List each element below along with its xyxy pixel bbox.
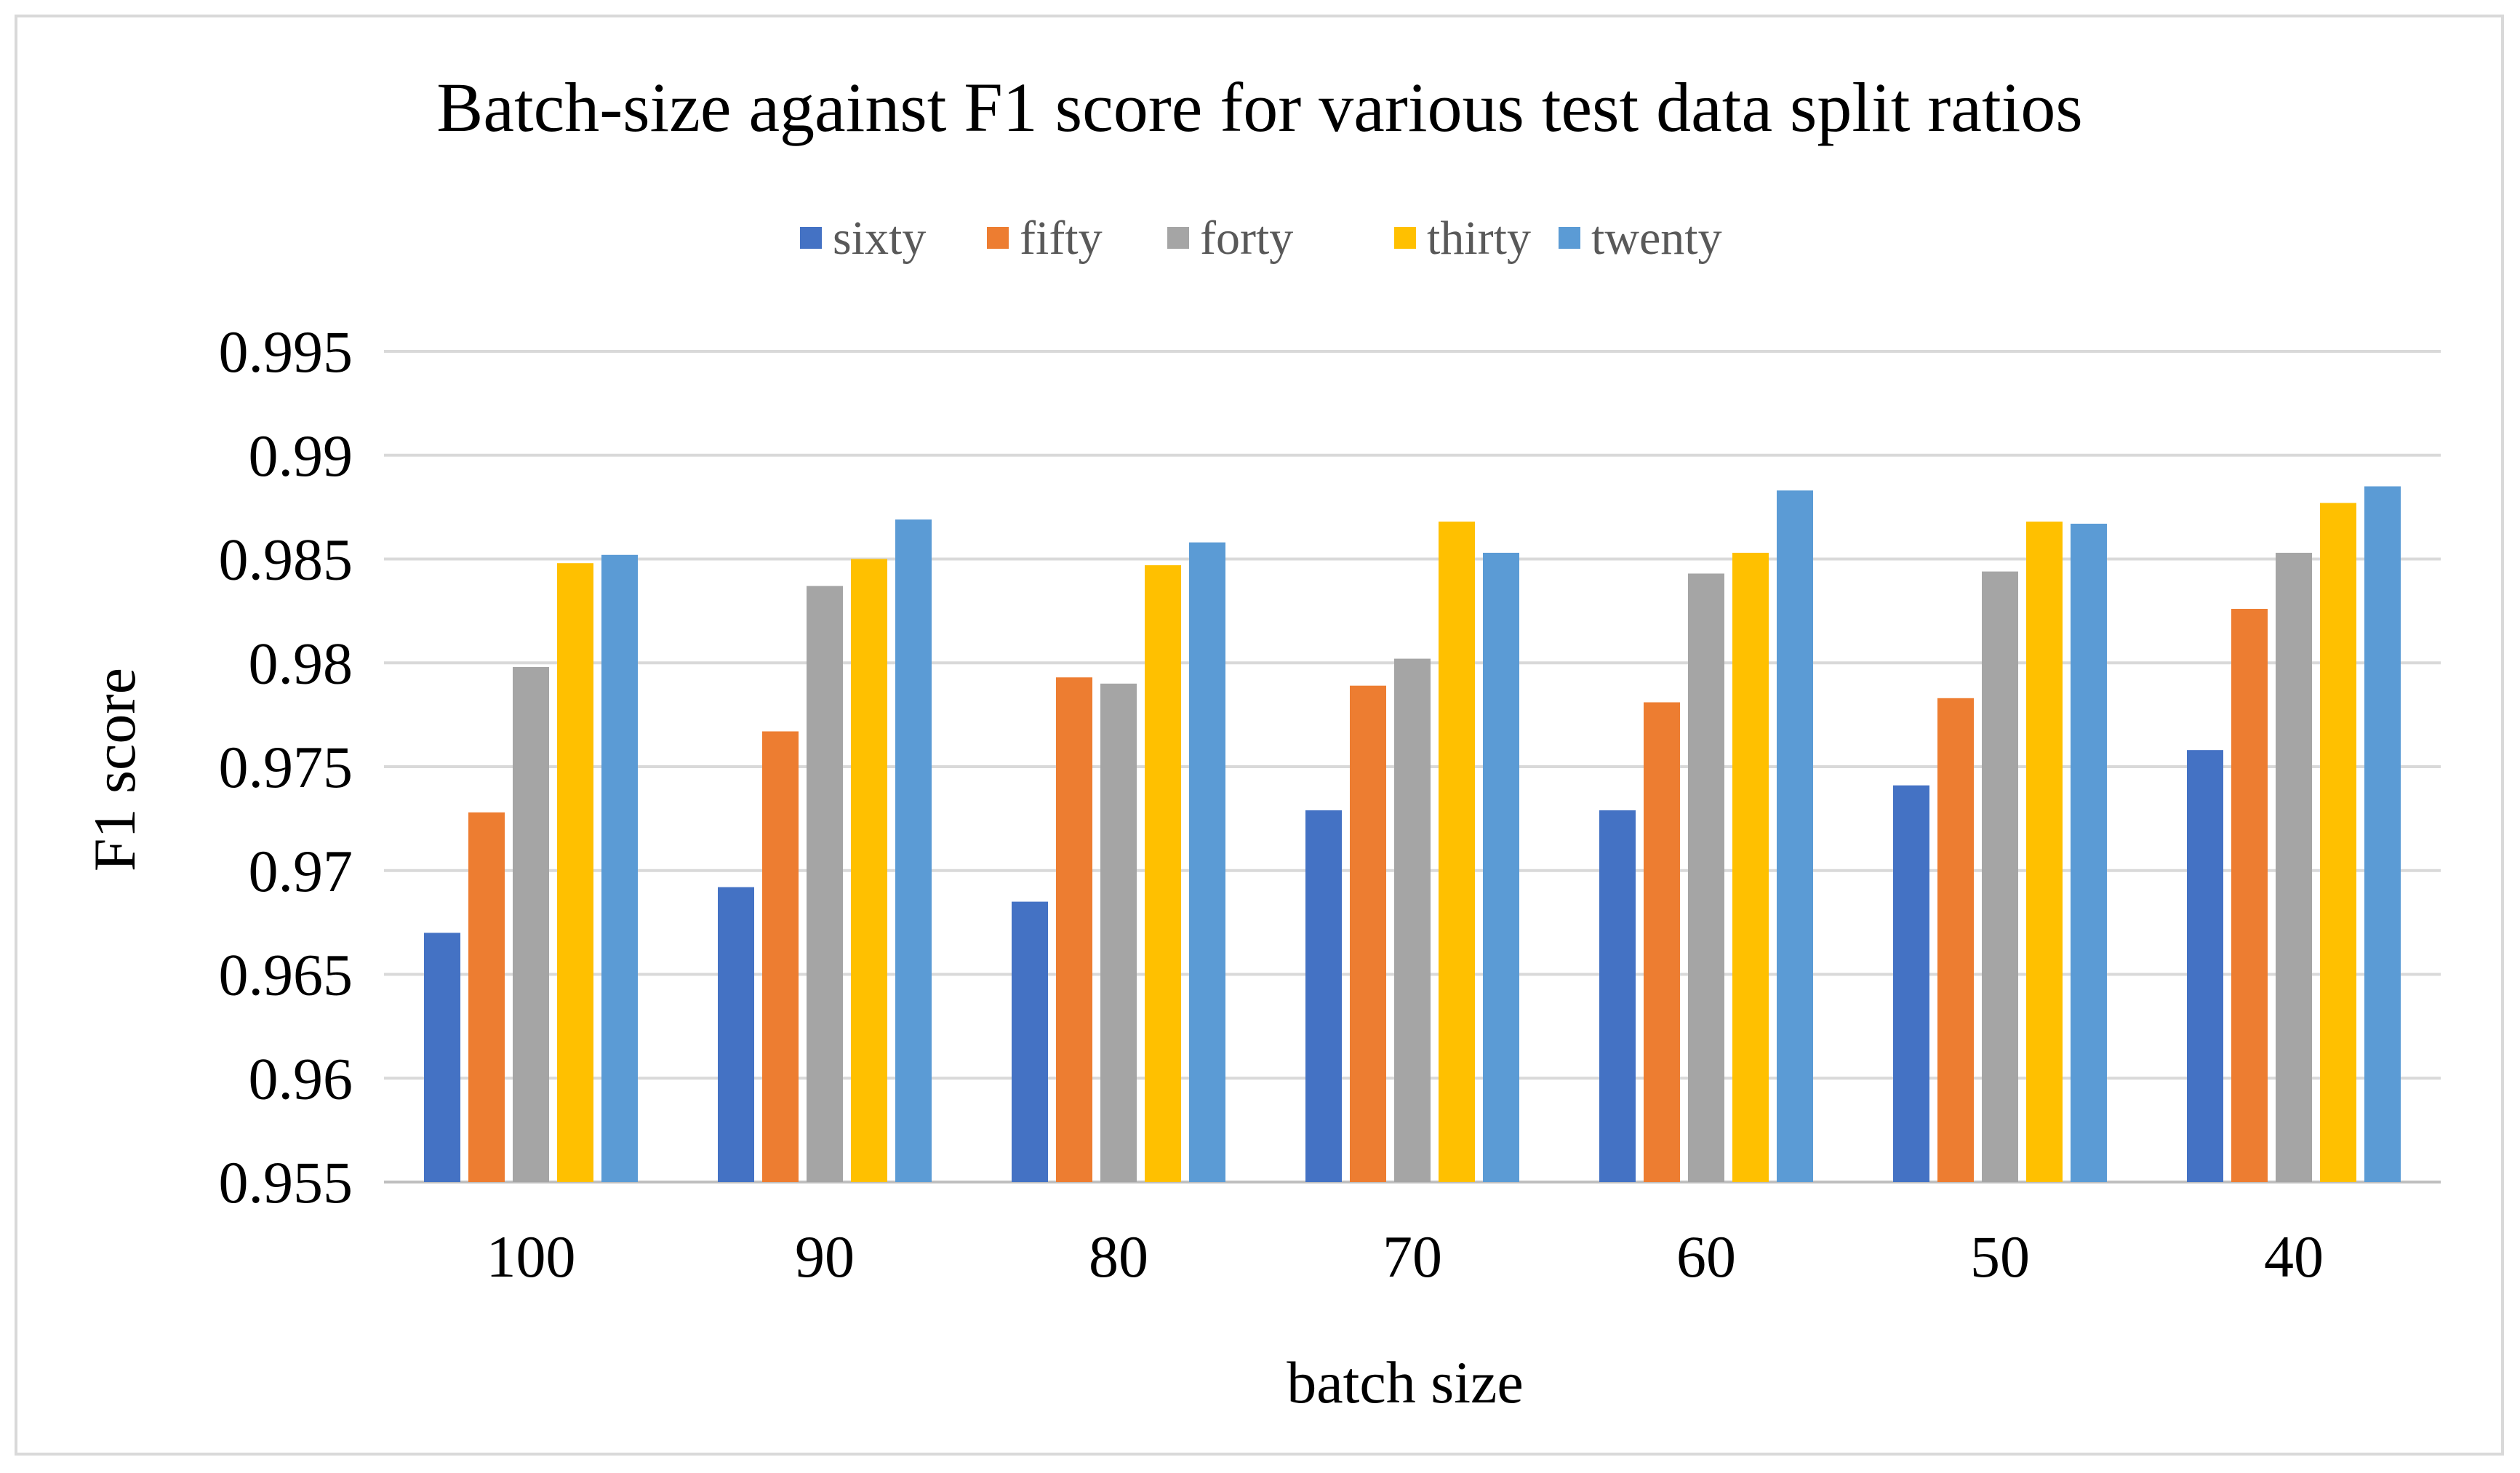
x-tick-label: 60 <box>1676 1223 1736 1290</box>
bar-sixty-50 <box>1893 785 1929 1182</box>
bar-fifty-70 <box>1350 685 1386 1182</box>
legend-label-forty: forty <box>1200 212 1293 265</box>
x-tick-label: 40 <box>2264 1223 2324 1290</box>
bar-forty-70 <box>1394 658 1431 1182</box>
legend-swatch-forty <box>1167 227 1189 249</box>
legend-item-fifty: fifty <box>987 212 1103 265</box>
legend-item-forty: forty <box>1167 212 1293 265</box>
bar-thirty-90 <box>851 559 887 1182</box>
bar-forty-40 <box>2276 552 2312 1182</box>
bar-fifty-100 <box>468 812 505 1182</box>
legend: sixty fifty forty thirty twenty <box>800 212 1722 265</box>
bar-forty-60 <box>1688 573 1724 1182</box>
legend-swatch-sixty <box>800 227 822 249</box>
y-tick-label: 0.975 <box>219 734 353 800</box>
bar-twenty-70 <box>1483 552 1519 1182</box>
legend-label-thirty: thirty <box>1427 212 1531 265</box>
bar-thirty-40 <box>2320 503 2356 1182</box>
x-tick-label: 100 <box>487 1223 576 1290</box>
legend-label-twenty: twenty <box>1591 212 1722 265</box>
legend-label-sixty: sixty <box>833 212 926 265</box>
bar-thirty-80 <box>1145 565 1181 1182</box>
bar-fifty-50 <box>1937 698 1974 1182</box>
bar-fifty-40 <box>2231 609 2268 1182</box>
x-tick-label: 70 <box>1383 1223 1442 1290</box>
bar-forty-100 <box>513 666 549 1182</box>
y-tick-label: 0.99 <box>249 423 353 489</box>
bar-fifty-80 <box>1056 677 1092 1182</box>
legend-swatch-thirty <box>1394 227 1416 249</box>
bar-twenty-90 <box>895 519 932 1182</box>
chart-title: Batch-size against F1 score for various … <box>436 68 2082 146</box>
bar-thirty-100 <box>557 563 593 1182</box>
bar-sixty-80 <box>1012 901 1048 1182</box>
legend-item-thirty: thirty <box>1394 212 1531 265</box>
legend-item-twenty: twenty <box>1559 212 1722 265</box>
x-axis-ticks: 100 90 80 70 60 50 40 <box>487 1223 2324 1290</box>
x-tick-label: 50 <box>1970 1223 2030 1290</box>
y-axis-ticks: 0.955 0.96 0.965 0.97 0.975 0.98 0.985 0.99 0.99… <box>219 319 353 1215</box>
bar-twenty-40 <box>2364 486 2401 1182</box>
bar-fifty-60 <box>1644 702 1680 1182</box>
bar-sixty-100 <box>424 933 460 1182</box>
bar-thirty-60 <box>1732 552 1769 1182</box>
legend-swatch-twenty <box>1559 227 1580 249</box>
legend-swatch-fifty <box>987 227 1009 249</box>
chart-frame <box>15 15 2504 1456</box>
bar-thirty-50 <box>2026 522 2063 1182</box>
x-tick-label: 90 <box>795 1223 855 1290</box>
bar-forty-50 <box>1982 571 2018 1182</box>
bar-sixty-90 <box>718 887 754 1182</box>
bar-thirty-70 <box>1439 522 1475 1182</box>
y-tick-label: 0.995 <box>219 319 353 385</box>
bars <box>424 486 2401 1182</box>
bar-forty-80 <box>1100 683 1137 1182</box>
y-tick-label: 0.955 <box>219 1149 353 1215</box>
bar-fifty-90 <box>762 731 799 1182</box>
bar-twenty-80 <box>1189 542 1225 1182</box>
y-tick-label: 0.96 <box>249 1045 353 1111</box>
bar-sixty-70 <box>1305 810 1342 1182</box>
x-tick-label: 80 <box>1089 1223 1148 1290</box>
y-tick-label: 0.985 <box>219 527 353 593</box>
x-axis-title: batch size <box>1287 1349 1524 1416</box>
y-tick-label: 0.965 <box>219 942 353 1008</box>
legend-item-sixty: sixty <box>800 212 926 265</box>
bar-twenty-100 <box>601 554 638 1182</box>
bar-sixty-60 <box>1599 810 1636 1182</box>
bar-forty-90 <box>807 586 843 1182</box>
bar-twenty-50 <box>2071 523 2107 1182</box>
legend-label-fifty: fifty <box>1020 212 1103 265</box>
y-tick-label: 0.98 <box>249 630 353 696</box>
bar-twenty-60 <box>1777 490 1813 1182</box>
y-axis-title: F1 score <box>81 668 148 871</box>
bar-sixty-40 <box>2187 750 2223 1182</box>
y-tick-label: 0.97 <box>249 838 353 904</box>
